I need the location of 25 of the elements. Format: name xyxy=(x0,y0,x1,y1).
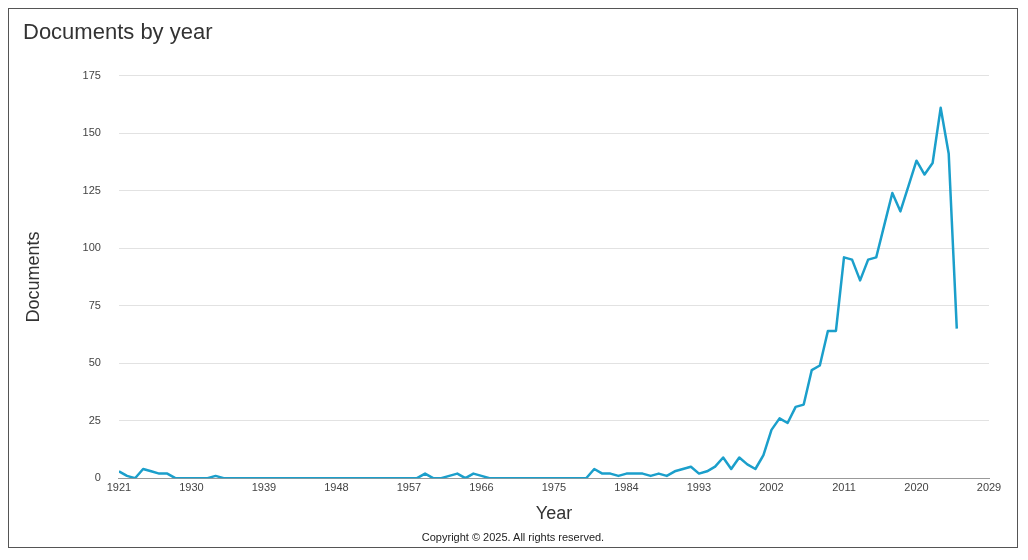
x-tick-label: 1966 xyxy=(469,480,494,493)
x-tick-label: 1957 xyxy=(396,480,422,493)
text: Copyright © 2025. All rights reserved. xyxy=(420,531,606,543)
chart-title: Documents by year xyxy=(23,19,213,45)
y-tick-label: 25 xyxy=(88,413,101,426)
x-tick-label: 1993 xyxy=(686,480,712,493)
x-tick-label: 2029 xyxy=(976,480,1002,493)
y-tick-label: 50 xyxy=(88,356,101,369)
y-axis-title: Documents xyxy=(22,231,43,323)
y-tick-label: 150 xyxy=(82,126,101,139)
x-axis-title: Year xyxy=(535,503,573,524)
y-tick-label: 0 xyxy=(94,471,101,484)
x-tick-label: 1948 xyxy=(324,480,349,493)
x-tick-label: 1930 xyxy=(179,480,204,493)
x-tick-label: 2002 xyxy=(759,480,784,493)
x-tick-label: 1984 xyxy=(614,480,639,493)
x-tick-label: 2020 xyxy=(904,480,929,493)
x-tick-label: 1975 xyxy=(541,480,567,493)
x-tick-label: 2011 xyxy=(832,480,856,493)
x-tick-label: 1921 xyxy=(106,480,132,493)
y-tick-label: 100 xyxy=(82,241,101,254)
y-tick-label: 125 xyxy=(82,183,101,196)
y-tick-label: 175 xyxy=(82,68,101,81)
y-tick-label: 75 xyxy=(88,298,101,311)
x-tick-label: 1939 xyxy=(251,480,277,493)
